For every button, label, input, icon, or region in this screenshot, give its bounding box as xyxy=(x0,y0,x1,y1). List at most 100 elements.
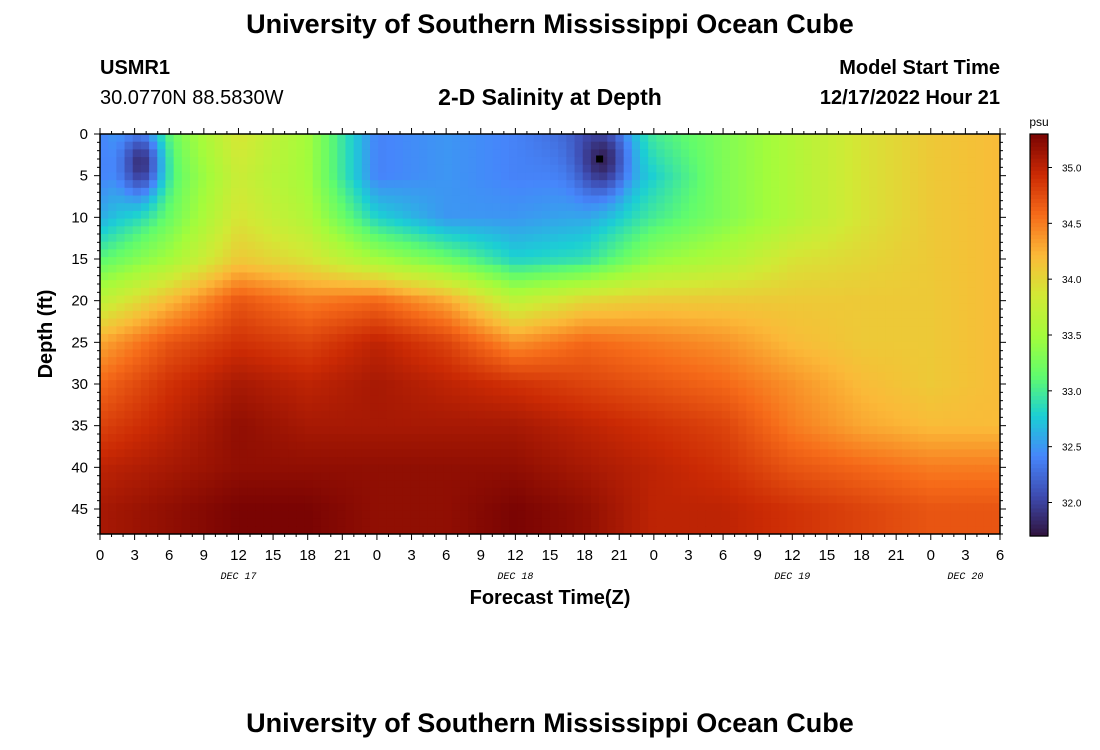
heatmap-cell xyxy=(967,203,977,212)
heatmap-cell xyxy=(222,234,232,243)
heatmap-cell xyxy=(165,480,175,489)
heatmap-cell xyxy=(844,364,854,374)
heatmap-cell xyxy=(828,195,837,204)
heatmap-cell xyxy=(550,257,559,266)
heatmap-cell xyxy=(893,234,903,243)
heatmap-cell xyxy=(836,287,846,297)
heatmap-cell xyxy=(811,249,821,258)
heatmap-cell xyxy=(443,272,453,281)
heatmap-cell xyxy=(149,395,158,404)
heatmap-cell xyxy=(353,457,363,466)
heatmap-cell xyxy=(533,341,543,350)
heatmap-cell xyxy=(926,287,936,297)
heatmap-cell xyxy=(893,226,903,235)
heatmap-cell xyxy=(149,434,158,443)
heatmap-cell xyxy=(672,203,682,212)
heatmap-cell xyxy=(132,287,142,297)
heatmap-cell xyxy=(820,218,829,227)
heatmap-cell xyxy=(803,464,813,474)
heatmap-cell xyxy=(991,310,1000,320)
heatmap-cell xyxy=(402,434,412,443)
heatmap-cell xyxy=(370,464,379,474)
heatmap-cell xyxy=(844,449,854,458)
heatmap-cell xyxy=(378,364,387,374)
heatmap-cell xyxy=(320,403,330,412)
heatmap-cell xyxy=(239,195,248,204)
heatmap-cell xyxy=(329,287,338,297)
heatmap-cell xyxy=(648,434,657,443)
heatmap-cell xyxy=(820,334,829,343)
heatmap-cell xyxy=(860,364,870,374)
heatmap-cell xyxy=(566,218,576,227)
heatmap-cell xyxy=(574,341,584,350)
heatmap-cell xyxy=(132,441,142,450)
heatmap-cell xyxy=(149,403,158,412)
heatmap-cell xyxy=(672,180,682,189)
heatmap-cell xyxy=(149,203,158,212)
heatmap-cell xyxy=(173,434,183,443)
heatmap-cell xyxy=(222,180,232,189)
heatmap-cell xyxy=(558,172,567,181)
heatmap-cell xyxy=(329,272,338,281)
heatmap-cell xyxy=(370,380,379,389)
heatmap-cell xyxy=(181,441,191,450)
heatmap-cell xyxy=(599,210,608,220)
heatmap-cell xyxy=(239,249,248,258)
heatmap-cell xyxy=(664,203,674,212)
heatmap-cell xyxy=(157,403,167,412)
heatmap-cell xyxy=(541,203,551,212)
heatmap-cell xyxy=(770,226,780,235)
heatmap-cell xyxy=(975,295,985,304)
heatmap-cell xyxy=(541,380,551,389)
heatmap-cell xyxy=(975,203,985,212)
heatmap-cell xyxy=(435,380,445,389)
heatmap-cell xyxy=(975,418,985,427)
heatmap-cell xyxy=(574,403,584,412)
heatmap-cell xyxy=(983,349,993,358)
heatmap-cell xyxy=(877,272,887,281)
heatmap-cell xyxy=(386,264,396,274)
heatmap-cell xyxy=(247,164,257,174)
heatmap-cell xyxy=(779,418,788,427)
heatmap-cell xyxy=(959,364,968,374)
heatmap-cell xyxy=(550,318,559,327)
heatmap-cell xyxy=(402,418,412,427)
heatmap-cell xyxy=(476,380,486,389)
heatmap-cell xyxy=(820,234,829,243)
heatmap-cell xyxy=(329,295,338,304)
heatmap-cell xyxy=(468,387,477,397)
heatmap-cell xyxy=(558,418,567,427)
heatmap-cell xyxy=(574,334,584,343)
heatmap-cell xyxy=(468,380,477,389)
heatmap-cell xyxy=(615,249,625,258)
heatmap-cell xyxy=(828,157,837,166)
heatmap-cell xyxy=(124,318,134,327)
heatmap-cell xyxy=(190,449,199,458)
heatmap-cell xyxy=(852,464,862,474)
heatmap-cell xyxy=(500,249,510,258)
heatmap-cell xyxy=(730,234,739,243)
heatmap-cell xyxy=(950,403,960,412)
heatmap-cell xyxy=(721,326,731,335)
heatmap-cell xyxy=(754,357,764,366)
heatmap-cell xyxy=(779,441,788,450)
heatmap-cell xyxy=(386,218,396,227)
heatmap-cell xyxy=(770,180,780,189)
heatmap-cell xyxy=(124,149,134,158)
heatmap-cell xyxy=(206,172,216,181)
heatmap-cell xyxy=(230,272,240,281)
heatmap-cell xyxy=(582,195,592,204)
heatmap-cell xyxy=(860,172,870,181)
heatmap-cell xyxy=(361,403,371,412)
heatmap-cell xyxy=(713,372,723,381)
heatmap-cell xyxy=(697,334,707,343)
heatmap-cell xyxy=(157,418,167,427)
heatmap-cell xyxy=(574,434,584,443)
heatmap-cell xyxy=(885,380,895,389)
heatmap-cell xyxy=(239,310,248,320)
heatmap-cell xyxy=(100,249,109,258)
heatmap-cell xyxy=(574,257,584,266)
heatmap-cell xyxy=(901,403,911,412)
heatmap-cell xyxy=(378,249,387,258)
heatmap-cell xyxy=(402,480,412,489)
